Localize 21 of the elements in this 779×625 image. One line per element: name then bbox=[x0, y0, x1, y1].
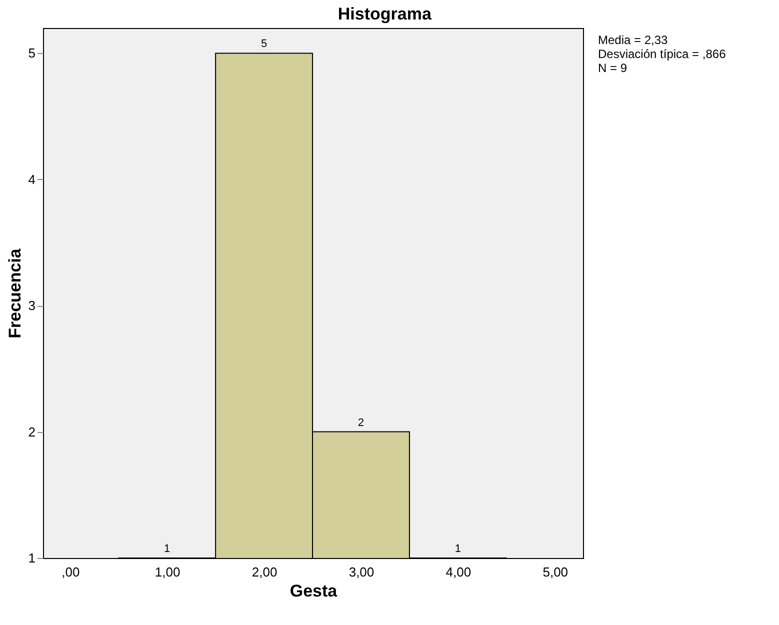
x-tick-label: ,00 bbox=[62, 564, 80, 580]
x-tick-label: 1,00 bbox=[154, 564, 180, 580]
data-label: 1 bbox=[454, 543, 461, 555]
y-tick-label: 5 bbox=[28, 46, 36, 61]
y-tick-label: 4 bbox=[28, 172, 36, 187]
y-tick-label: 1 bbox=[28, 550, 36, 566]
y-tick-label: 2 bbox=[28, 424, 36, 440]
x-tick-label: 2,00 bbox=[252, 564, 278, 580]
data-label: 2 bbox=[358, 416, 364, 429]
text: N = 9 bbox=[598, 61, 628, 75]
text: Media = 2,33 bbox=[598, 33, 668, 47]
x-tick-label: 5,00 bbox=[542, 564, 568, 580]
data-label: 1 bbox=[164, 543, 170, 555]
data-label: 5 bbox=[260, 38, 268, 50]
chart-title: Histograma bbox=[338, 4, 432, 24]
y-tick-label: 3 bbox=[28, 298, 36, 314]
y-axis-title: Frecuencia bbox=[5, 248, 24, 338]
x-tick-label: 4,00 bbox=[446, 564, 472, 580]
text: Desviación típica = ,866 bbox=[598, 47, 726, 61]
x-tick-label: 3,00 bbox=[348, 564, 374, 580]
x-axis-title: Gesta bbox=[290, 582, 338, 600]
